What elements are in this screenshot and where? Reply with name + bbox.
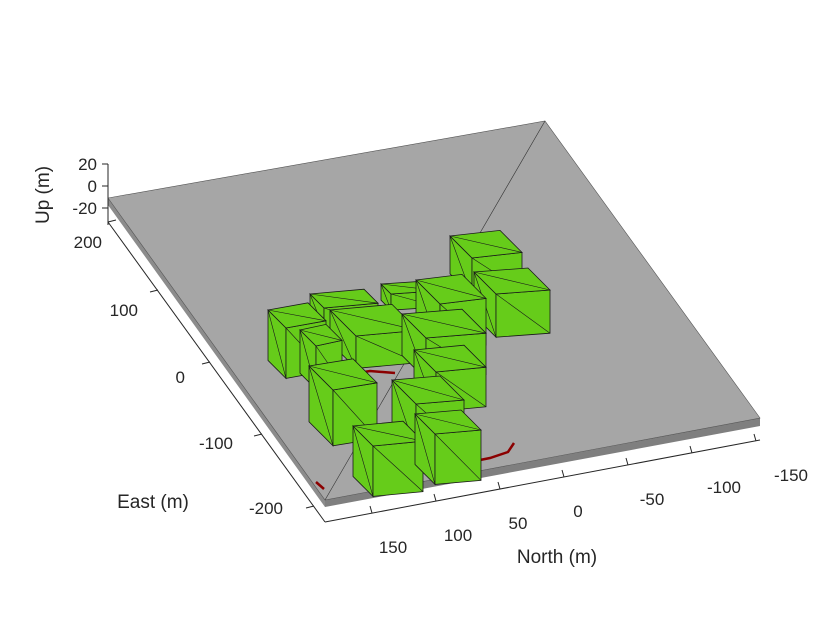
x-axis: 150 100 50 0 -50 -100 -150 North (m) xyxy=(324,433,808,568)
trajectory-segment xyxy=(315,481,325,490)
building-edge xyxy=(267,309,287,379)
z-tick-label: 20 xyxy=(78,155,97,174)
x-tick-label: -100 xyxy=(707,478,741,497)
building-edge xyxy=(267,309,327,322)
z-tick-label: -20 xyxy=(72,199,97,218)
y-tick-label: 0 xyxy=(176,368,185,387)
building-edge xyxy=(352,425,424,442)
building-edge xyxy=(309,293,379,304)
building-edge xyxy=(473,271,551,291)
building-14 xyxy=(414,409,482,486)
building-edge xyxy=(414,413,436,485)
building-edge xyxy=(352,425,374,497)
building-edge xyxy=(414,413,482,431)
y-tick-label: 200 xyxy=(74,233,102,252)
y-axis: 200 100 0 -100 -200 East (m) xyxy=(74,219,326,523)
y-tick-label: -200 xyxy=(249,499,283,518)
building-edge xyxy=(415,279,487,299)
building-13 xyxy=(352,420,424,498)
x-tick-label: -50 xyxy=(640,490,665,509)
buildings-layer xyxy=(267,229,551,498)
y-tick-label: -100 xyxy=(199,434,233,453)
x-axis-label: North (m) xyxy=(517,547,597,568)
building-edge xyxy=(413,349,487,368)
x-tick-label: 50 xyxy=(509,514,528,533)
x-tick-label: 100 xyxy=(444,526,472,545)
y-tick-label: 100 xyxy=(110,301,138,320)
building-edge xyxy=(449,235,523,253)
x-tick-label: 150 xyxy=(379,538,407,557)
building-edge xyxy=(434,433,482,481)
z-tick-label: 0 xyxy=(88,177,97,196)
z-axis: 20 0 -20 Up (m) xyxy=(33,155,109,225)
building-edge xyxy=(495,293,551,334)
building-edge xyxy=(372,445,424,492)
building-edge xyxy=(435,371,487,408)
building-edge xyxy=(308,365,334,446)
building-edge xyxy=(308,365,378,384)
x-tick-label: -150 xyxy=(774,466,808,485)
z-axis-label: Up (m) xyxy=(33,166,54,224)
x-tick-label: 0 xyxy=(573,502,582,521)
ground-side-south xyxy=(325,418,760,507)
ground-side-west xyxy=(108,198,325,507)
building-2 xyxy=(473,267,551,339)
building-edge xyxy=(299,329,343,341)
y-axis-label: East (m) xyxy=(117,492,189,513)
building-edge xyxy=(401,313,487,334)
building-edge xyxy=(391,379,465,401)
